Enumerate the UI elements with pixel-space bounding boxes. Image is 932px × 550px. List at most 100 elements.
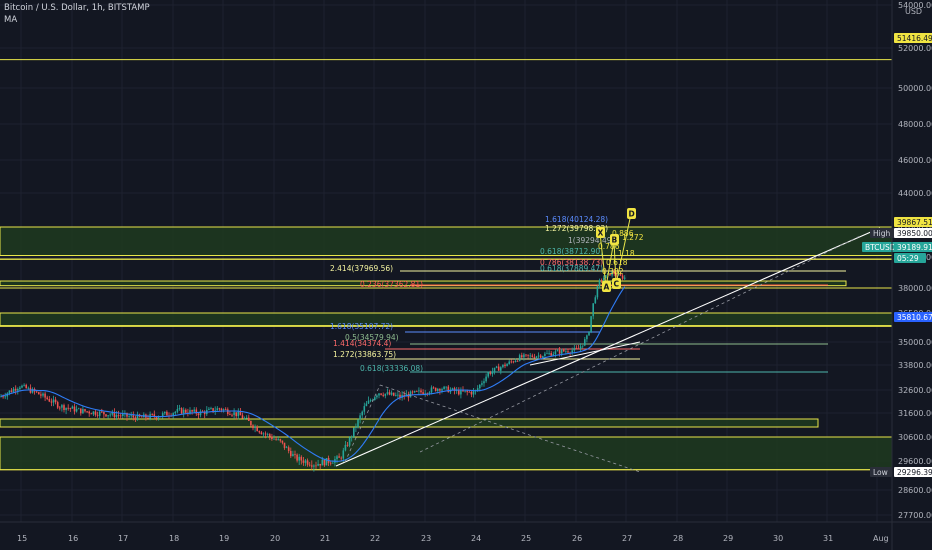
candle-body (8, 390, 11, 394)
candle-body (464, 390, 466, 392)
candle-body (31, 388, 34, 393)
horizontal-levels (0, 59, 892, 471)
candle-body (218, 408, 221, 410)
candle-body (235, 412, 237, 417)
candle-body (220, 408, 223, 411)
price-tick-label: 38000.00 (898, 284, 932, 293)
candle-body (313, 465, 315, 467)
harmonic-point-box (627, 208, 636, 219)
time-tick-label: 24 (471, 534, 481, 543)
candle-body (535, 356, 538, 358)
zone-rect (0, 436, 893, 471)
candle-body (621, 275, 624, 279)
candle-body (369, 400, 372, 402)
price-tick-label: 44000.00 (898, 189, 932, 198)
candle-body (420, 390, 422, 393)
candle-body (508, 361, 510, 364)
candle-body (365, 403, 368, 407)
price-axis-bg (892, 0, 932, 550)
candle-body (193, 409, 195, 412)
candle-body (348, 437, 351, 446)
harmonic-point-box (612, 278, 621, 289)
candle-body (571, 350, 573, 353)
candle-body (390, 392, 393, 395)
price-label-tag (870, 228, 897, 238)
candle-body (613, 271, 615, 275)
candle-body (199, 411, 202, 416)
candle-body (409, 391, 412, 398)
candle-body (439, 388, 441, 391)
time-tick-label: 29 (723, 534, 733, 543)
candle-body (182, 409, 185, 414)
moving-average-line (0, 286, 626, 462)
candle-body (506, 363, 508, 367)
harmonic-point-label: A (604, 283, 610, 292)
candle-body (497, 366, 500, 371)
candle-body (50, 401, 53, 403)
trend-lines (0, 227, 881, 473)
candle-body (260, 432, 263, 435)
fib-label: 1.618(35107.72) (330, 322, 393, 331)
candle-body (623, 277, 626, 279)
candle-body (382, 394, 384, 396)
candle-body (558, 350, 561, 354)
time-axis-bg (0, 522, 932, 550)
candle-body (306, 460, 309, 465)
candle-body (296, 454, 298, 461)
candle-body (88, 411, 90, 414)
candle-body (157, 417, 160, 419)
candle-body (584, 339, 586, 346)
candle-body (447, 386, 450, 393)
candle-body (19, 387, 21, 390)
candle-body (250, 420, 252, 426)
candle-body (437, 388, 439, 391)
candle-body (611, 271, 613, 276)
candle-body (271, 436, 273, 440)
price-label-text: Low (873, 468, 888, 477)
ma-indicator-label[interactable]: MA (4, 15, 18, 25)
candle-body (323, 459, 326, 466)
candle-body (445, 386, 447, 388)
price-tick-label: 46000.00 (898, 156, 932, 165)
candle-body (96, 414, 99, 416)
candle-body (481, 383, 483, 385)
candle-body (416, 391, 418, 392)
candle-body (161, 413, 164, 417)
candle-body (485, 376, 487, 382)
candle-body (130, 415, 132, 417)
candle-body (77, 408, 80, 410)
candle-body (292, 454, 294, 457)
candle-body (422, 392, 424, 395)
candle-body (598, 280, 601, 287)
candle-body (208, 408, 210, 410)
candle-body (243, 418, 246, 419)
candle-body (222, 409, 225, 411)
candle-body (411, 391, 414, 393)
price-axis[interactable]: 54000.00 52000.00 50000.00 48000.00 46000.00… (862, 0, 932, 550)
candle-body (56, 402, 59, 408)
candle-body (109, 414, 111, 416)
fib-label: 2.414(37969.56) (330, 264, 393, 273)
candle-body (491, 371, 494, 374)
candle-body (2, 396, 4, 398)
candle-body (54, 399, 57, 403)
candle-body (107, 415, 109, 417)
fib-label: 1.618(40124.28) (545, 215, 608, 224)
candle-body (546, 353, 548, 355)
candle-body (483, 381, 485, 384)
candle-body (52, 399, 55, 403)
fib-label: 0.5(34579.94) (345, 333, 399, 342)
candle-body (378, 393, 380, 396)
price-label-tag (894, 33, 932, 43)
fib-label: 0.618(37889.47) (540, 264, 603, 273)
candle-body (302, 460, 305, 463)
time-tick-label: 26 (572, 534, 582, 543)
candle-body (550, 353, 552, 356)
price-tick-label: 42000.00 (898, 223, 932, 232)
candle-body (178, 408, 181, 409)
candle-body (487, 372, 489, 377)
candle-body (12, 388, 15, 392)
candle-body (523, 354, 525, 358)
